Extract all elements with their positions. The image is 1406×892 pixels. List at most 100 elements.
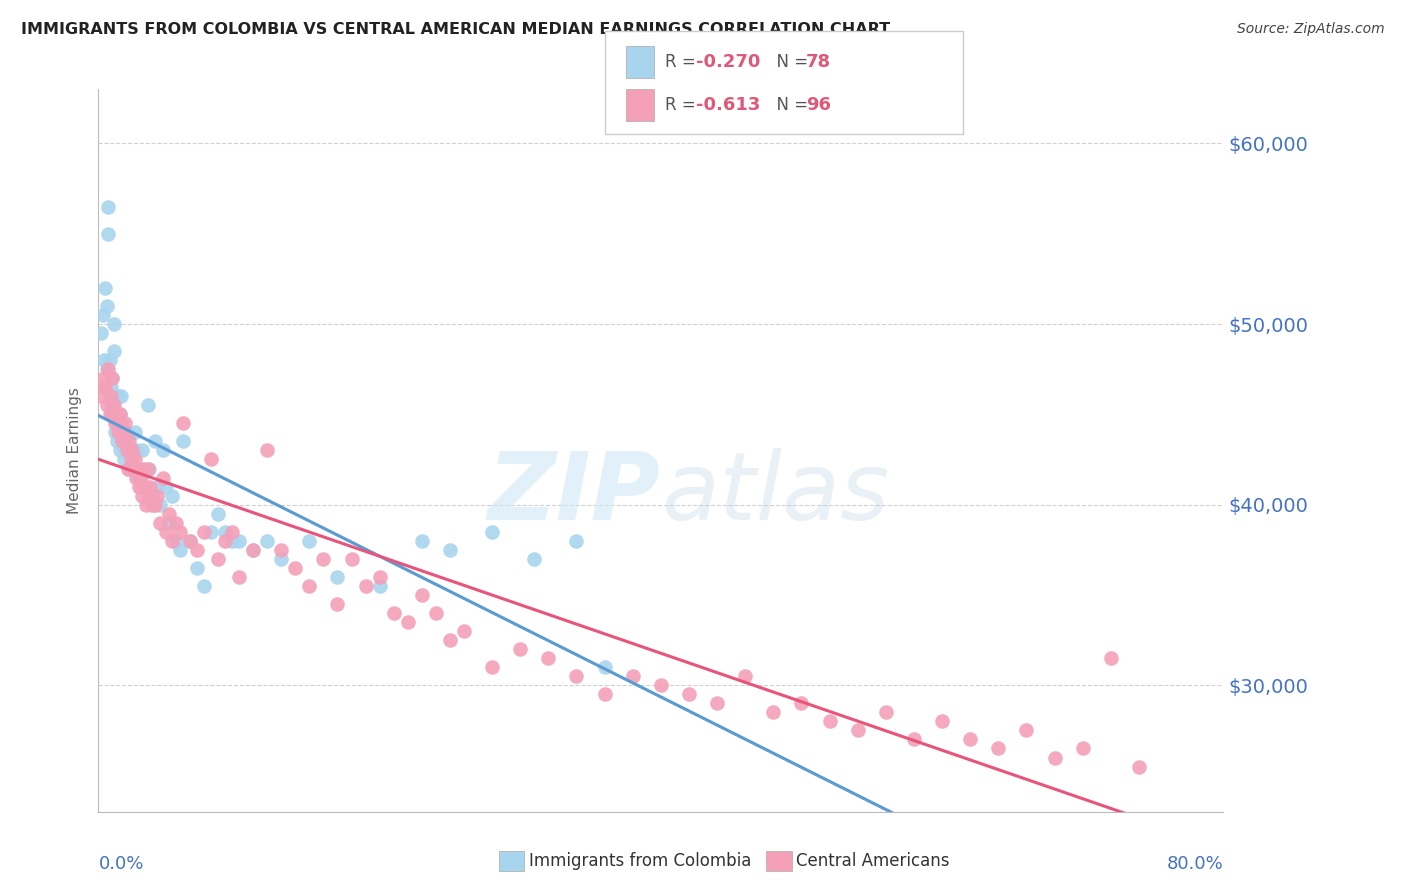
- Point: [136, 461, 159, 475]
- Point: [425, 606, 447, 620]
- Point: [368, 570, 391, 584]
- Point: [157, 516, 180, 530]
- Point: [565, 533, 588, 548]
- Point: [207, 551, 229, 566]
- Point: [105, 407, 128, 422]
- Point: [112, 425, 135, 440]
- Point: [100, 380, 122, 394]
- Point: [139, 480, 162, 494]
- Point: [734, 669, 756, 683]
- Point: [152, 470, 174, 484]
- Point: [141, 489, 163, 503]
- Point: [101, 398, 124, 412]
- Point: [846, 723, 869, 738]
- Point: [101, 371, 124, 385]
- Point: [104, 425, 127, 440]
- Point: [107, 425, 129, 440]
- Point: [90, 389, 112, 403]
- Point: [439, 542, 461, 557]
- Point: [108, 443, 131, 458]
- Text: N =: N =: [766, 96, 814, 114]
- Point: [481, 660, 503, 674]
- Point: [107, 389, 129, 403]
- Point: [101, 371, 124, 385]
- Point: [762, 706, 785, 720]
- Point: [1015, 723, 1038, 738]
- Point: [179, 533, 201, 548]
- Point: [120, 452, 142, 467]
- Point: [298, 579, 321, 593]
- Point: [207, 507, 229, 521]
- Point: [396, 615, 419, 629]
- Point: [98, 389, 121, 403]
- Text: 96: 96: [806, 96, 831, 114]
- Text: 78: 78: [806, 53, 831, 70]
- Point: [340, 551, 363, 566]
- Point: [155, 524, 177, 539]
- Point: [509, 642, 531, 657]
- Point: [270, 551, 292, 566]
- Point: [100, 407, 122, 422]
- Point: [98, 407, 121, 422]
- Point: [179, 533, 201, 548]
- Point: [111, 434, 134, 449]
- Point: [120, 443, 142, 458]
- Point: [523, 551, 546, 566]
- Point: [593, 687, 616, 701]
- Point: [411, 588, 433, 602]
- Point: [124, 425, 146, 440]
- Point: [481, 524, 503, 539]
- Point: [115, 443, 138, 458]
- Point: [169, 542, 191, 557]
- Point: [790, 697, 813, 711]
- Point: [115, 434, 138, 449]
- Point: [987, 741, 1010, 756]
- Point: [172, 434, 194, 449]
- Text: Immigrants from Colombia: Immigrants from Colombia: [529, 852, 751, 870]
- Point: [97, 227, 120, 241]
- Point: [354, 579, 377, 593]
- Text: 80.0%: 80.0%: [1167, 855, 1223, 873]
- Point: [650, 678, 672, 692]
- Point: [298, 533, 321, 548]
- Point: [193, 524, 215, 539]
- Point: [114, 417, 136, 431]
- Point: [121, 443, 143, 458]
- Point: [172, 417, 194, 431]
- Point: [1071, 741, 1094, 756]
- Point: [129, 480, 152, 494]
- Point: [155, 480, 177, 494]
- Point: [165, 533, 187, 548]
- Point: [903, 732, 925, 747]
- Point: [382, 606, 405, 620]
- Point: [132, 461, 155, 475]
- Point: [200, 524, 222, 539]
- Point: [160, 533, 183, 548]
- Point: [537, 651, 560, 665]
- Text: 0.0%: 0.0%: [98, 855, 143, 873]
- Point: [103, 398, 125, 412]
- Point: [1099, 651, 1122, 665]
- Point: [256, 443, 278, 458]
- Text: IMMIGRANTS FROM COLOMBIA VS CENTRAL AMERICAN MEDIAN EARNINGS CORRELATION CHART: IMMIGRANTS FROM COLOMBIA VS CENTRAL AMER…: [21, 22, 890, 37]
- Point: [149, 516, 172, 530]
- Point: [256, 533, 278, 548]
- Text: Central Americans: Central Americans: [796, 852, 949, 870]
- Point: [875, 706, 897, 720]
- Point: [122, 461, 145, 475]
- Point: [117, 461, 139, 475]
- Point: [439, 633, 461, 648]
- Point: [105, 407, 128, 422]
- Point: [91, 380, 114, 394]
- Point: [165, 516, 187, 530]
- Point: [112, 425, 135, 440]
- Point: [593, 660, 616, 674]
- Point: [136, 398, 159, 412]
- Text: -0.613: -0.613: [696, 96, 761, 114]
- Point: [128, 470, 150, 484]
- Point: [114, 443, 136, 458]
- Point: [108, 407, 131, 422]
- Point: [108, 407, 131, 422]
- Point: [118, 443, 141, 458]
- Point: [110, 425, 132, 440]
